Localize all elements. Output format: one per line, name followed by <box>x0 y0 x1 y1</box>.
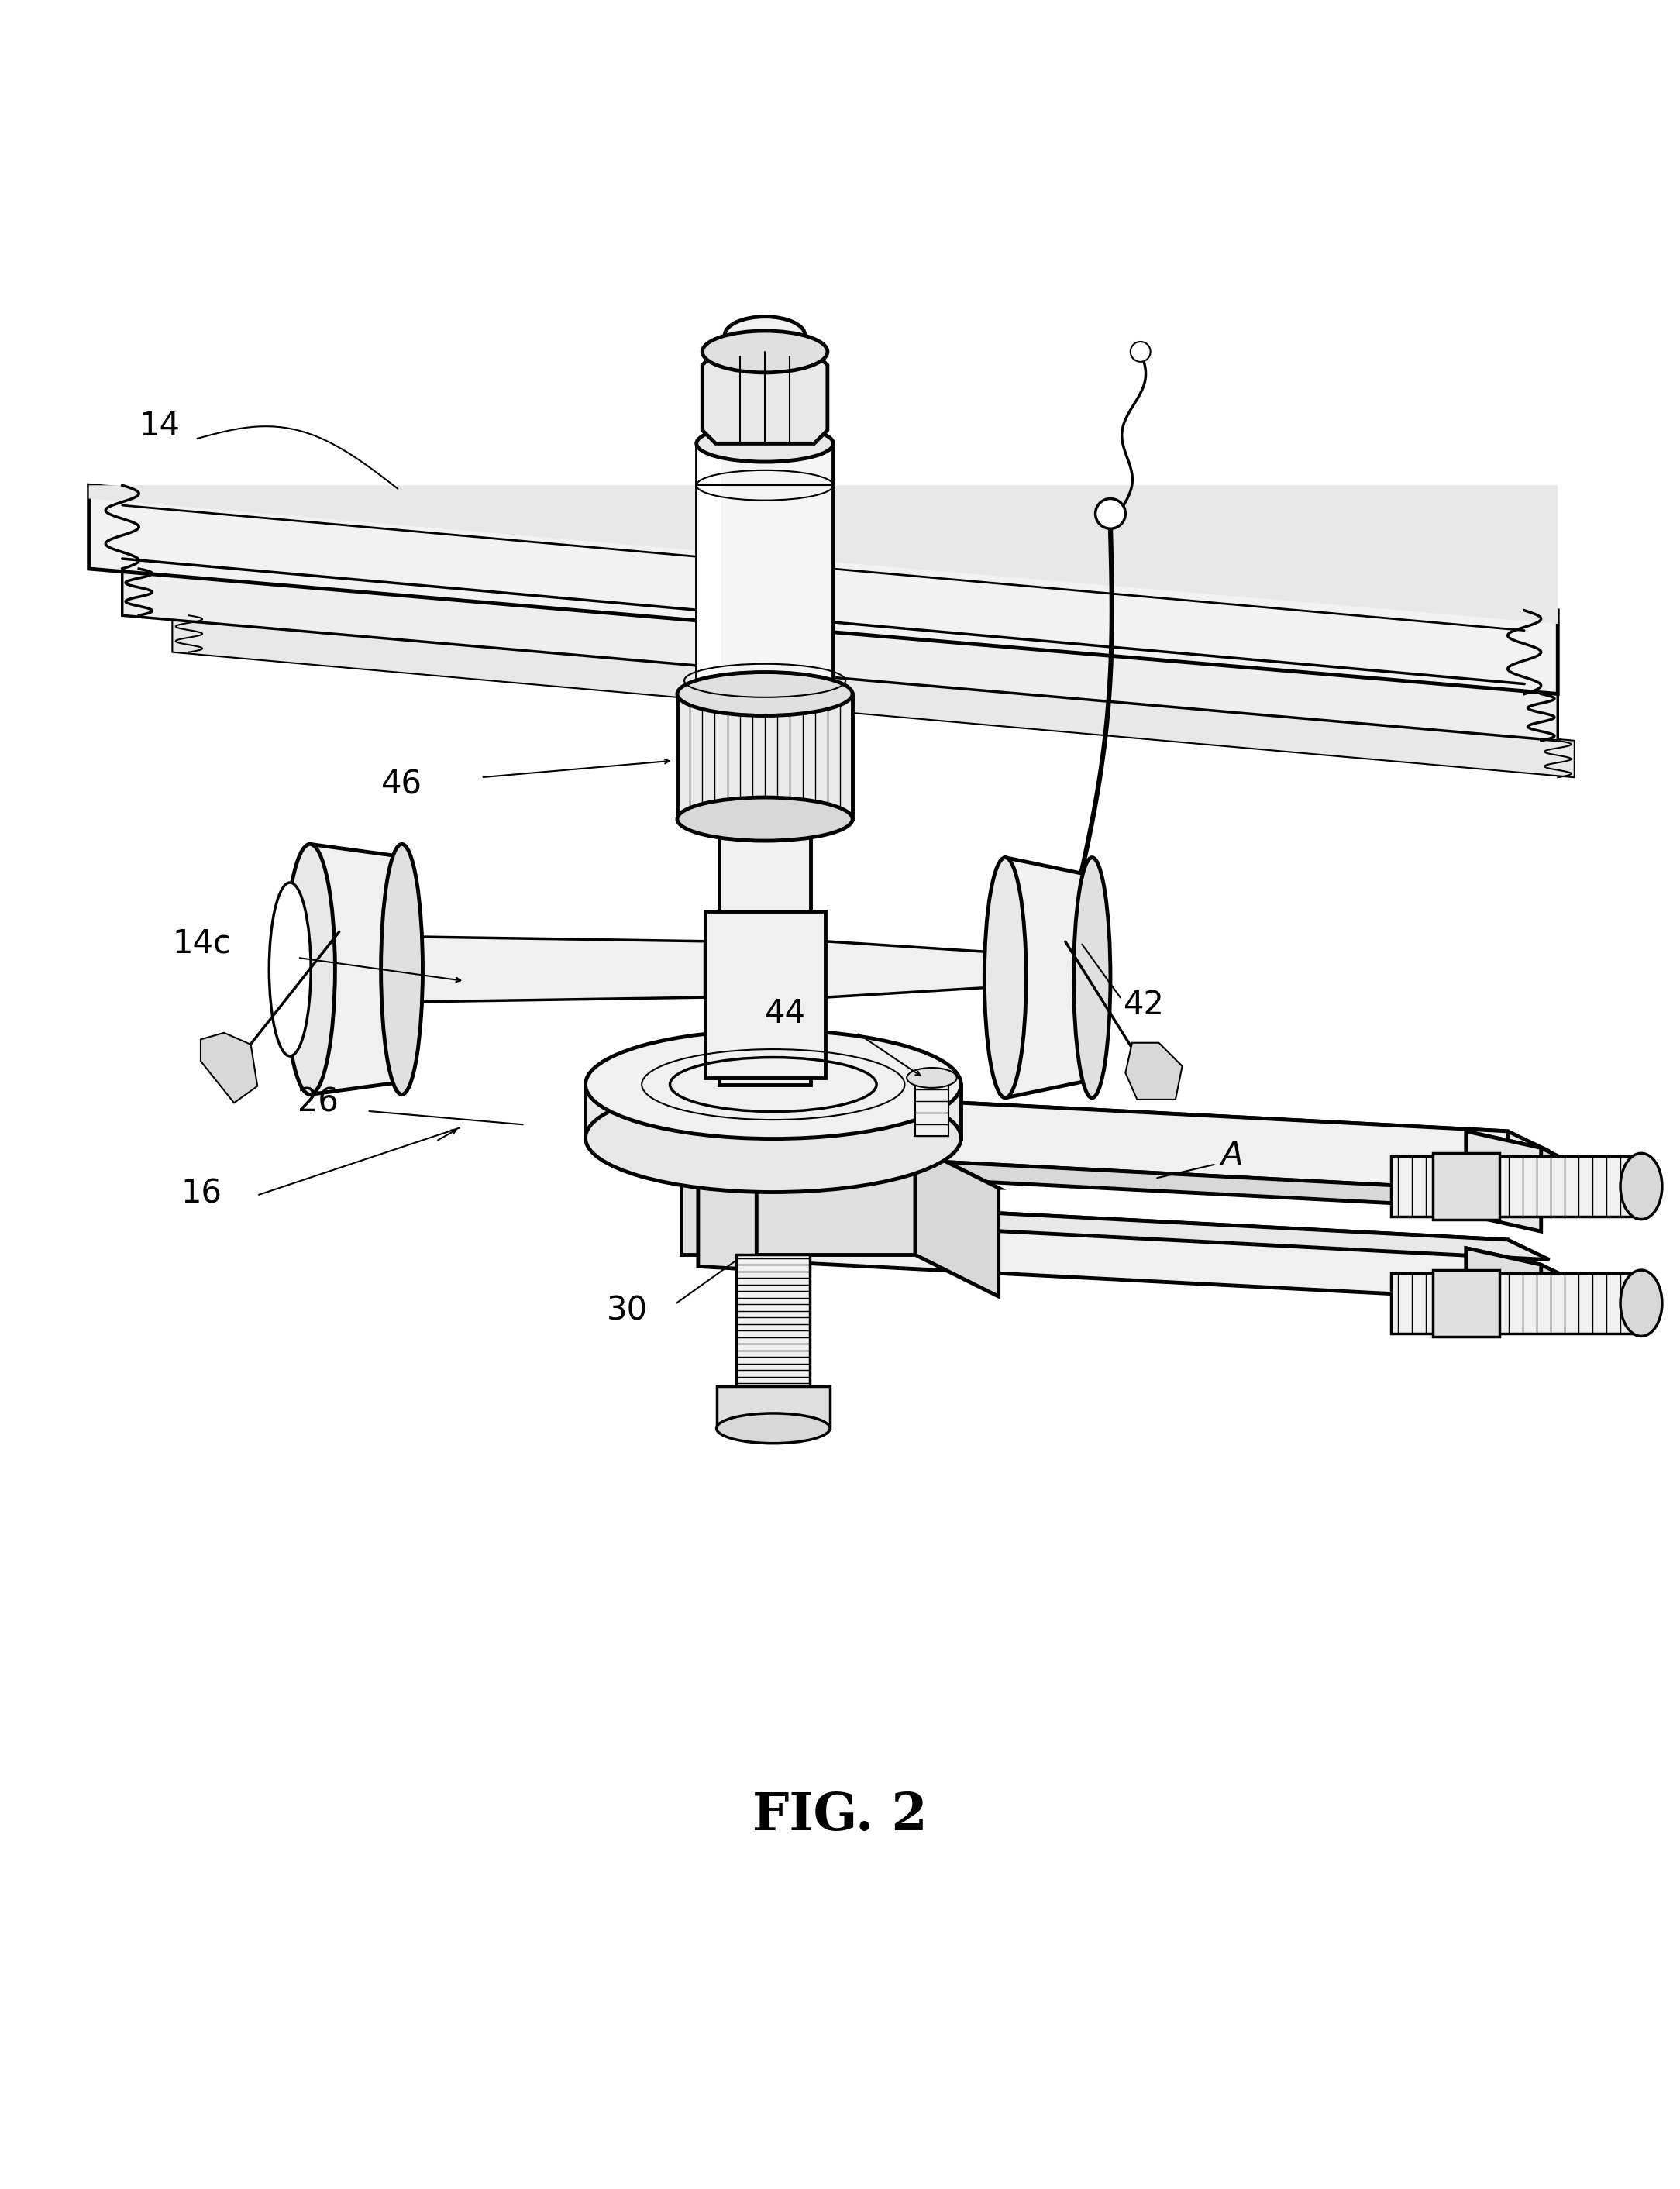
Polygon shape <box>706 911 825 1077</box>
Polygon shape <box>697 444 833 694</box>
Polygon shape <box>173 615 1574 777</box>
Text: 44: 44 <box>764 998 806 1029</box>
Text: A: A <box>1221 1138 1243 1171</box>
Polygon shape <box>1433 1154 1499 1219</box>
Polygon shape <box>707 1197 1549 1259</box>
Ellipse shape <box>286 845 334 1094</box>
Polygon shape <box>682 1147 916 1254</box>
Polygon shape <box>1467 1248 1583 1285</box>
Polygon shape <box>1467 1248 1541 1329</box>
Ellipse shape <box>381 845 423 1094</box>
Polygon shape <box>677 694 852 819</box>
Ellipse shape <box>984 858 1026 1099</box>
Polygon shape <box>707 1090 1507 1191</box>
Ellipse shape <box>585 1084 961 1193</box>
Ellipse shape <box>724 317 805 352</box>
Ellipse shape <box>1074 858 1110 1099</box>
Polygon shape <box>916 1147 998 1296</box>
Polygon shape <box>1005 858 1092 1099</box>
Ellipse shape <box>1621 1154 1662 1219</box>
Polygon shape <box>825 941 1057 998</box>
Text: 16: 16 <box>181 1178 222 1211</box>
Ellipse shape <box>907 1068 958 1088</box>
Polygon shape <box>707 1090 1549 1151</box>
Polygon shape <box>1391 1274 1641 1333</box>
Polygon shape <box>716 1386 830 1429</box>
Ellipse shape <box>702 331 828 372</box>
Polygon shape <box>702 352 828 444</box>
Polygon shape <box>736 1254 810 1386</box>
Polygon shape <box>699 1112 756 1270</box>
Polygon shape <box>311 845 402 1094</box>
Polygon shape <box>707 1149 1549 1211</box>
Ellipse shape <box>677 797 852 841</box>
Polygon shape <box>89 486 1557 694</box>
Ellipse shape <box>677 672 852 716</box>
Polygon shape <box>585 1084 961 1138</box>
Polygon shape <box>1126 1042 1183 1099</box>
Polygon shape <box>1467 1132 1541 1232</box>
Polygon shape <box>1391 1156 1641 1217</box>
Text: FIG. 2: FIG. 2 <box>753 1791 927 1841</box>
Polygon shape <box>407 937 706 1003</box>
Polygon shape <box>697 444 721 694</box>
Text: 14c: 14c <box>173 928 232 959</box>
Text: 42: 42 <box>1124 989 1164 1022</box>
Ellipse shape <box>1095 499 1126 530</box>
Polygon shape <box>200 1033 257 1103</box>
Ellipse shape <box>1621 1270 1662 1335</box>
Text: 30: 30 <box>606 1294 647 1327</box>
Polygon shape <box>916 1077 949 1136</box>
Ellipse shape <box>585 1031 961 1138</box>
Polygon shape <box>89 486 1557 624</box>
Text: 14: 14 <box>139 409 180 442</box>
Ellipse shape <box>1048 915 1090 948</box>
Ellipse shape <box>724 333 805 370</box>
Text: 26: 26 <box>297 1086 338 1119</box>
Text: 46: 46 <box>381 768 422 801</box>
Ellipse shape <box>1131 341 1151 361</box>
Polygon shape <box>1433 1270 1499 1337</box>
Polygon shape <box>682 1147 998 1189</box>
Ellipse shape <box>697 425 833 462</box>
Polygon shape <box>123 569 1557 740</box>
Polygon shape <box>707 1197 1507 1300</box>
Polygon shape <box>719 819 811 911</box>
Polygon shape <box>1467 1132 1583 1169</box>
Ellipse shape <box>716 1414 830 1443</box>
Polygon shape <box>719 1077 811 1084</box>
Ellipse shape <box>269 882 311 1055</box>
